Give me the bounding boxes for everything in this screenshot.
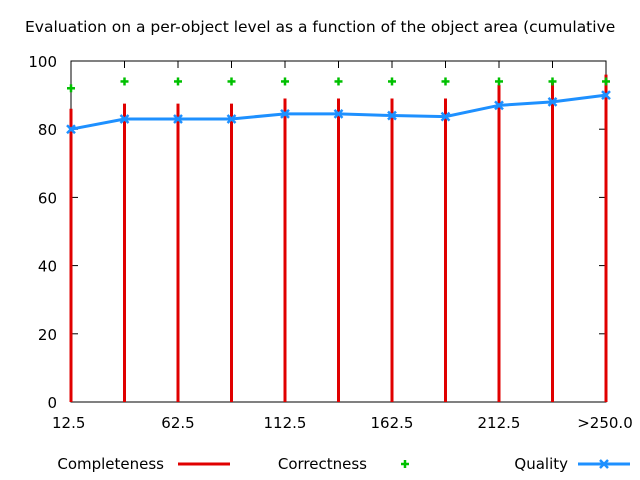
quality-point xyxy=(119,114,130,124)
quality-point xyxy=(173,114,183,124)
correctness-point xyxy=(334,77,343,86)
quality-point xyxy=(66,124,76,135)
quality-point xyxy=(494,100,504,111)
legend-label: Correctness xyxy=(278,455,367,473)
x-tick-label: 162.5 xyxy=(371,414,414,432)
x-tick-label: 112.5 xyxy=(264,414,307,432)
quality-point xyxy=(387,110,397,121)
legend-key xyxy=(401,460,409,468)
correctness-point xyxy=(67,84,75,93)
legend: Completeness Correctness Quality xyxy=(57,455,630,473)
y-tick-label: 60 xyxy=(38,189,57,207)
quality-point xyxy=(547,97,558,107)
correctness-point xyxy=(602,77,610,86)
plot-area: 0 20 40 60 80 100 12.5 62.5 112.5 162.5 212.5 >250.… xyxy=(28,53,632,432)
correctness-point xyxy=(441,77,450,86)
x-tick-label: 212.5 xyxy=(478,414,521,432)
y-tick-label: 100 xyxy=(28,53,57,71)
correctness-point xyxy=(174,77,182,86)
correctness-point xyxy=(281,77,289,86)
correctness-point xyxy=(120,77,129,86)
legend-label: Completeness xyxy=(57,455,164,473)
legend-key xyxy=(578,459,630,469)
quality-point xyxy=(333,108,344,119)
quality-point xyxy=(440,111,451,122)
quality-point xyxy=(280,108,290,119)
legend-completeness: Completeness xyxy=(57,455,230,473)
quality-point xyxy=(226,114,237,124)
y-tick-label: 80 xyxy=(38,121,57,139)
y-tick-label: 0 xyxy=(47,394,57,412)
y-tick-label: 40 xyxy=(38,258,57,276)
legend-label: Quality xyxy=(514,455,568,473)
x-tick-label: >250.0 xyxy=(577,414,633,432)
correctness-point xyxy=(388,77,396,86)
x-tick-label: 12.5 xyxy=(52,414,85,432)
x-tick-label: 62.5 xyxy=(161,414,194,432)
correctness-point xyxy=(495,77,503,86)
correctness-point xyxy=(227,77,236,86)
legend-correctness: Correctness xyxy=(278,455,409,473)
chart-title: Evaluation on a per-object level as a fu… xyxy=(25,18,615,36)
correctness-point xyxy=(548,77,557,86)
quality-point xyxy=(601,90,611,100)
legend-quality: Quality xyxy=(514,455,630,473)
y-tick-label: 20 xyxy=(38,326,57,344)
